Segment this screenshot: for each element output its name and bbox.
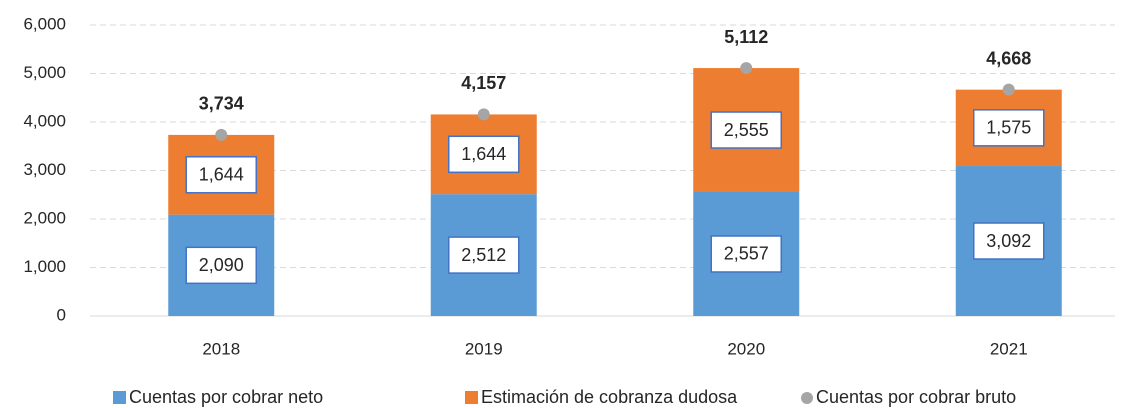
y-tick-label: 1,000 — [23, 257, 66, 276]
point — [477, 108, 490, 121]
data-label-box — [448, 236, 520, 274]
y-tick-label: 5,000 — [23, 63, 66, 82]
legend-label: Estimación de cobranza dudosa — [481, 387, 738, 407]
data-label: 4,668 — [986, 48, 1031, 68]
data-label: 3,734 — [199, 94, 244, 114]
x-tick-label: 2019 — [465, 339, 503, 358]
data-label-box — [710, 111, 782, 149]
legend-swatch — [801, 392, 813, 404]
data-label: 1,575 — [986, 118, 1031, 138]
data-label-box — [448, 135, 520, 174]
y-tick-label: 3,000 — [23, 160, 66, 179]
point — [740, 62, 753, 75]
data-label: 5,112 — [724, 27, 768, 47]
data-label: 2,557 — [724, 244, 769, 264]
data-label: 2,555 — [724, 120, 769, 140]
data-label: 2,090 — [199, 255, 244, 275]
y-tick-label: 4,000 — [23, 111, 66, 130]
x-tick-label: 2020 — [727, 339, 765, 358]
data-label: 3,092 — [986, 231, 1031, 251]
legend-swatch — [113, 391, 126, 404]
data-label: 1,644 — [461, 144, 506, 164]
legend-label: Cuentas por cobrar neto — [129, 387, 323, 407]
data-label-box — [185, 156, 257, 194]
data-label-box — [710, 235, 782, 273]
data-label-box — [185, 246, 257, 285]
legend-swatch — [465, 391, 478, 404]
x-tick-label: 2018 — [202, 339, 240, 358]
y-tick-label: 0 — [57, 305, 66, 324]
data-label-box — [973, 109, 1045, 147]
data-label: 1,644 — [199, 165, 244, 185]
point — [1002, 83, 1015, 96]
legend-label: Cuentas por cobrar bruto — [816, 387, 1016, 407]
y-tick-label: 6,000 — [23, 14, 66, 33]
data-label: 4,157 — [461, 73, 506, 93]
x-tick-label: 2021 — [990, 339, 1028, 358]
point — [215, 128, 228, 141]
data-label-box — [973, 222, 1045, 260]
data-label: 2,512 — [461, 245, 506, 265]
y-tick-label: 2,000 — [23, 208, 66, 227]
